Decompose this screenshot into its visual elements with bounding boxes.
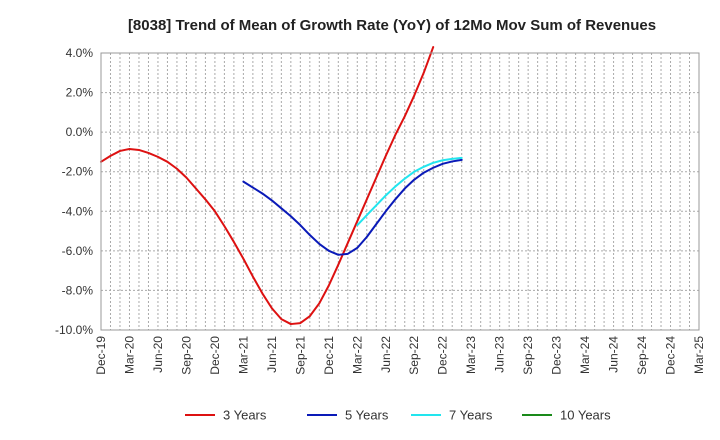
y-tick-label: 2.0% (66, 86, 94, 100)
x-tick-label: Sep-21 (293, 336, 307, 375)
y-tick-label: 4.0% (66, 46, 94, 60)
x-tick-label: Jun-24 (607, 336, 621, 373)
grid (101, 53, 699, 330)
x-tick-label: Mar-21 (236, 336, 250, 374)
y-tick-label: -2.0% (62, 165, 94, 179)
legend-label: 3 Years (223, 408, 267, 423)
x-tick-label: Mar-25 (692, 336, 706, 374)
legend-label: 7 Years (449, 408, 493, 423)
x-tick-label: Sep-23 (521, 336, 535, 375)
plot-area (100, 52, 700, 331)
x-axis: Dec-19 Mar-20 Jun-20 Sep-20 Dec-20 Mar-21 Jun-… (94, 336, 706, 375)
x-tick-label: Dec-24 (664, 336, 678, 375)
legend: 3 Years 5 Years 7 Years 10 Years (185, 408, 611, 423)
x-tick-label: Mar-24 (578, 336, 592, 374)
series-line-3-years (100, 46, 435, 326)
y-tick-label: -6.0% (62, 244, 94, 258)
x-tick-label: Jun-22 (379, 336, 393, 373)
x-tick-label: Sep-24 (635, 336, 649, 375)
x-tick-label: Dec-21 (322, 336, 336, 375)
y-tick-label: -8.0% (62, 283, 94, 297)
x-tick-label: Mar-22 (350, 336, 364, 374)
chart-title: [8038] Trend of Mean of Growth Rate (YoY… (128, 17, 656, 34)
series-lines (100, 46, 463, 326)
series-line-5-years (242, 158, 463, 256)
x-tick-label: Jun-21 (265, 336, 279, 373)
x-tick-label: Sep-20 (179, 336, 193, 375)
x-tick-label: Jun-20 (151, 336, 165, 373)
x-tick-label: Dec-19 (94, 336, 108, 375)
x-tick-label: Mar-23 (464, 336, 478, 374)
x-tick-label: Sep-22 (407, 336, 421, 375)
x-tick-label: Dec-20 (208, 336, 222, 375)
x-tick-label: Mar-20 (122, 336, 136, 374)
y-tick-label: -4.0% (62, 204, 94, 218)
x-tick-label: Jun-23 (493, 336, 507, 373)
legend-label: 5 Years (345, 408, 389, 423)
y-tick-label: 0.0% (66, 125, 94, 139)
legend-label: 10 Years (560, 408, 611, 423)
x-tick-label: Dec-22 (436, 336, 450, 375)
y-axis: 4.0% 2.0% 0.0% -2.0% -4.0% -6.0% -8.0% -10.0% (55, 46, 93, 337)
x-tick-label: Dec-23 (550, 336, 564, 375)
series-line-7-years (356, 156, 463, 227)
y-tick-label: -10.0% (55, 323, 93, 337)
